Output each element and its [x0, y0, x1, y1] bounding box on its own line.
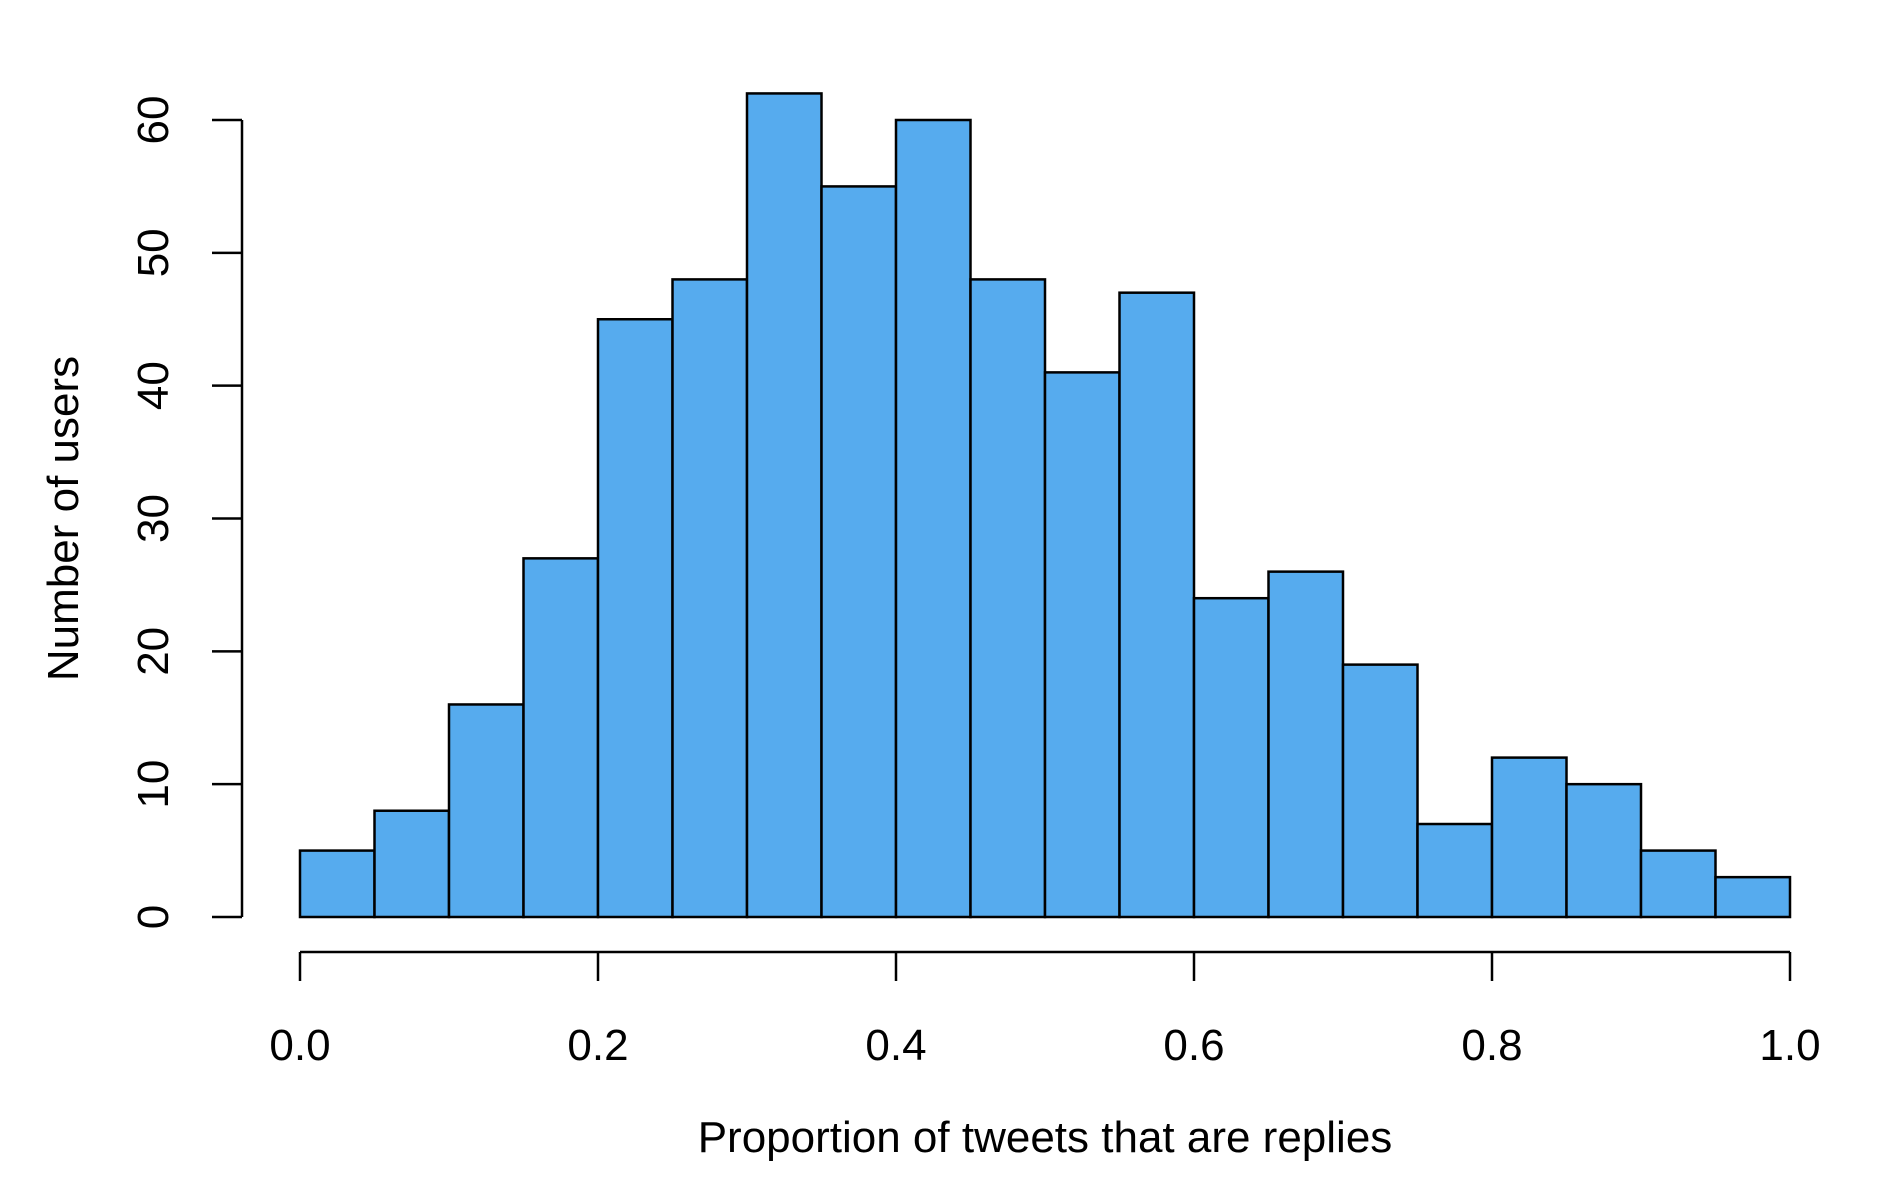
- y-tick-label: 30: [129, 494, 178, 543]
- x-tick-label: 0.8: [1461, 1021, 1522, 1070]
- x-tick-label: 1.0: [1759, 1021, 1820, 1070]
- x-tick-label: 0.0: [269, 1021, 330, 1070]
- histogram-bar: [1192, 596, 1270, 919]
- histogram-bar: [447, 703, 525, 919]
- histogram-bar: [1639, 849, 1717, 919]
- histogram-bar: [298, 849, 376, 919]
- x-axis-title: Proportion of tweets that are replies: [698, 1113, 1393, 1162]
- histogram-bar: [894, 118, 972, 919]
- y-tick-label: 60: [129, 96, 178, 145]
- histogram-bar: [1118, 291, 1196, 919]
- x-tick-label: 0.4: [865, 1021, 926, 1070]
- histogram-bar: [1341, 663, 1419, 919]
- histogram-bar: [596, 318, 674, 919]
- histogram-bar: [1565, 782, 1643, 919]
- bars-group: [298, 92, 1792, 919]
- histogram-bar: [820, 185, 898, 919]
- histogram-bar: [1490, 756, 1568, 919]
- y-tick-label: 10: [129, 760, 178, 809]
- histogram-bar: [522, 557, 600, 919]
- y-axis-title: Number of users: [39, 356, 88, 681]
- y-tick-label: 0: [129, 905, 178, 929]
- histogram-bar: [1714, 875, 1792, 919]
- x-axis: 0.0 0.2 0.4 0.6 0.8 1.0: [269, 950, 1821, 1070]
- y-tick-label: 50: [129, 228, 178, 277]
- histogram-bar: [969, 278, 1047, 919]
- histogram-bar: [1416, 822, 1494, 919]
- y-tick-label: 40: [129, 361, 178, 410]
- histogram-bar: [1267, 570, 1345, 919]
- histogram-bar: [373, 809, 451, 919]
- x-tick-label: 0.2: [567, 1021, 628, 1070]
- histogram-bar: [671, 278, 749, 919]
- histogram-bar: [745, 92, 823, 919]
- histogram-bar: [1043, 371, 1121, 919]
- y-tick-label: 20: [129, 627, 178, 676]
- x-tick-label: 0.6: [1163, 1021, 1224, 1070]
- y-axis: 0 10 20 30 40 50 60: [129, 96, 244, 929]
